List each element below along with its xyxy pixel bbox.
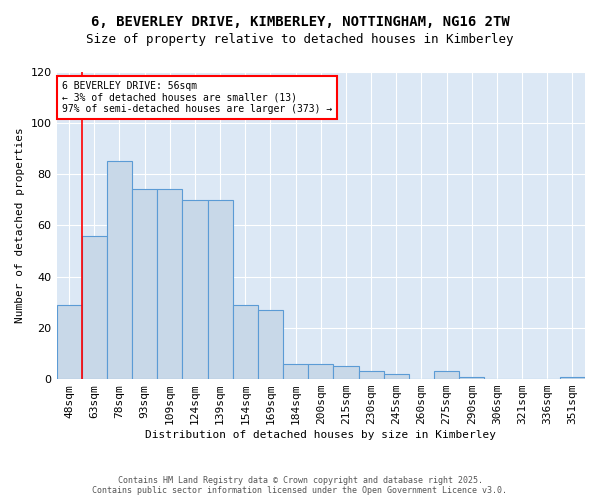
Bar: [308, 364, 334, 379]
Bar: [157, 190, 182, 379]
Y-axis label: Number of detached properties: Number of detached properties: [15, 128, 25, 323]
Text: Size of property relative to detached houses in Kimberley: Size of property relative to detached ho…: [86, 32, 514, 46]
Text: 6 BEVERLEY DRIVE: 56sqm
← 3% of detached houses are smaller (13)
97% of semi-det: 6 BEVERLEY DRIVE: 56sqm ← 3% of detached…: [62, 80, 332, 114]
Bar: [560, 376, 585, 379]
Bar: [434, 372, 459, 379]
Bar: [56, 305, 82, 379]
Bar: [258, 310, 283, 379]
Bar: [383, 374, 409, 379]
Bar: [82, 236, 107, 379]
Text: Contains HM Land Registry data © Crown copyright and database right 2025.
Contai: Contains HM Land Registry data © Crown c…: [92, 476, 508, 495]
Bar: [208, 200, 233, 379]
Bar: [459, 376, 484, 379]
Bar: [359, 372, 383, 379]
Bar: [334, 366, 359, 379]
Bar: [107, 161, 132, 379]
Bar: [132, 190, 157, 379]
Bar: [182, 200, 208, 379]
X-axis label: Distribution of detached houses by size in Kimberley: Distribution of detached houses by size …: [145, 430, 496, 440]
Text: 6, BEVERLEY DRIVE, KIMBERLEY, NOTTINGHAM, NG16 2TW: 6, BEVERLEY DRIVE, KIMBERLEY, NOTTINGHAM…: [91, 15, 509, 29]
Bar: [283, 364, 308, 379]
Bar: [233, 305, 258, 379]
